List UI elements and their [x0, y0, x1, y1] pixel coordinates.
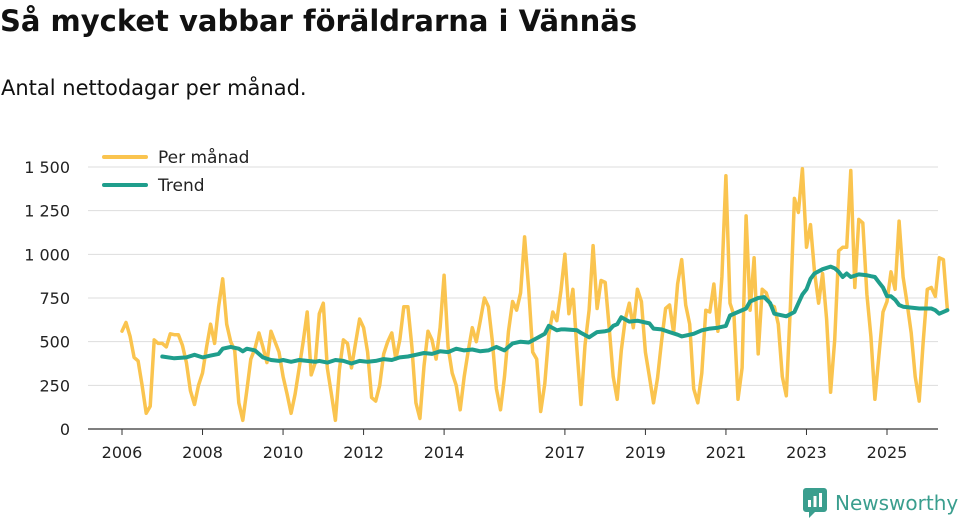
newsworthy-wordmark: Newsworthy: [835, 491, 959, 515]
x-tick-label: 2017: [545, 443, 586, 462]
series-line-per-manad: [120, 166, 950, 423]
x-tick-label: 2025: [867, 443, 908, 462]
legend-label: Trend: [157, 176, 205, 196]
y-tick-label: 1 500: [24, 158, 70, 177]
y-tick-label: 750: [39, 289, 70, 308]
x-tick-label: 2012: [343, 443, 384, 462]
x-axis: 2006 2008 2010 2012 2014 2017 2019 2021 2023 2025: [88, 428, 938, 462]
y-axis-ticks: 0 250 500 750 1 000 1 250 1 500: [24, 158, 70, 439]
y-tick-label: 250: [39, 376, 70, 395]
chart-title: Så mycket vabbar föräldrarna i Vännäs: [0, 4, 638, 38]
x-tick-label: 2006: [102, 443, 143, 462]
gridlines: [88, 166, 938, 386]
y-tick-label: 500: [39, 333, 70, 352]
x-tick-label: 2008: [182, 443, 223, 462]
x-tick-label: 2010: [263, 443, 304, 462]
y-tick-label: 0: [60, 420, 70, 439]
legend: Per månad Trend: [102, 147, 249, 196]
series-line-trend: [160, 264, 950, 366]
x-tick-label: 2021: [706, 443, 747, 462]
chart-subtitle: Antal nettodagar per månad.: [1, 76, 307, 100]
newsworthy-logo: Newsworthy: [803, 488, 958, 518]
x-tick-label: 2014: [424, 443, 465, 462]
series-lines: [120, 166, 950, 423]
newsworthy-icon: [803, 488, 827, 518]
legend-label: Per månad: [158, 147, 249, 168]
y-tick-label: 1 000: [24, 245, 70, 264]
y-tick-label: 1 250: [24, 202, 70, 221]
x-tick-label: 2019: [625, 443, 666, 462]
x-tick-label: 2023: [786, 443, 827, 462]
